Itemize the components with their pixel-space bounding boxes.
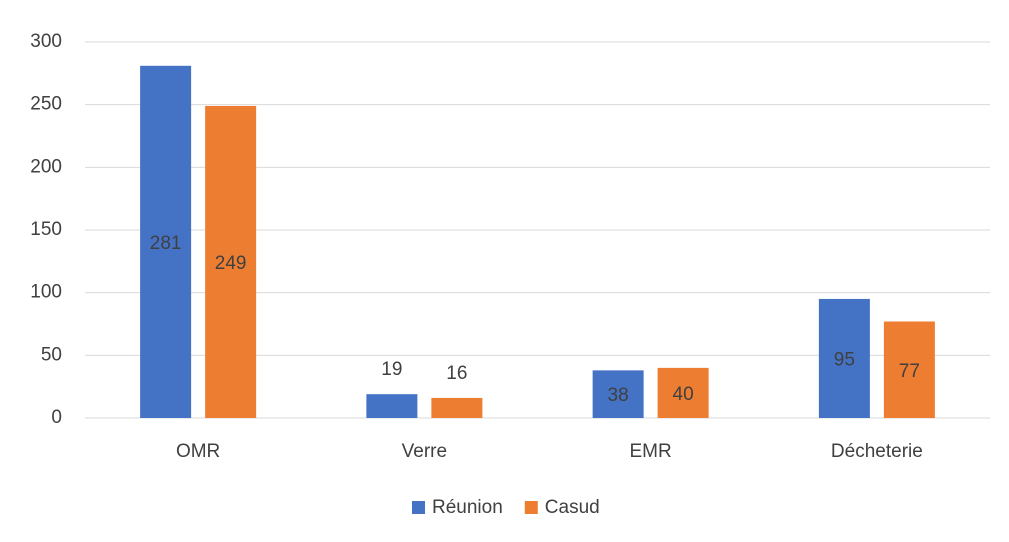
data-label: 38 — [608, 385, 629, 406]
x-tick-label: Verre — [402, 441, 447, 462]
x-tick-label: OMR — [176, 441, 220, 462]
bar — [205, 105, 257, 419]
data-label: 19 — [381, 359, 402, 380]
data-label: 249 — [215, 253, 247, 274]
bar — [883, 321, 935, 418]
y-tick-label: 50 — [41, 344, 62, 365]
bar — [592, 370, 644, 418]
y-tick-label: 250 — [30, 94, 62, 115]
data-label: 16 — [446, 363, 467, 384]
bar — [366, 394, 418, 418]
y-tick-label: 100 — [30, 282, 62, 303]
bar — [431, 397, 483, 418]
legend-label: Réunion — [432, 497, 503, 518]
data-label: 281 — [150, 233, 182, 254]
x-tick-label: EMR — [630, 441, 672, 462]
x-tick-label: Décheterie — [831, 441, 923, 462]
y-tick-label: 0 — [51, 407, 62, 428]
bar — [657, 367, 709, 418]
legend-swatch — [412, 501, 425, 514]
bar — [818, 298, 870, 418]
legend-swatch — [524, 501, 538, 514]
y-tick-label: 300 — [30, 31, 62, 52]
y-tick-label: 200 — [30, 156, 62, 177]
y-tick-label: 150 — [30, 219, 62, 240]
data-label: 95 — [834, 349, 855, 370]
bar — [140, 65, 192, 419]
data-label: 77 — [899, 361, 920, 382]
legend-label: Casud — [545, 497, 600, 518]
data-label: 40 — [673, 384, 694, 405]
